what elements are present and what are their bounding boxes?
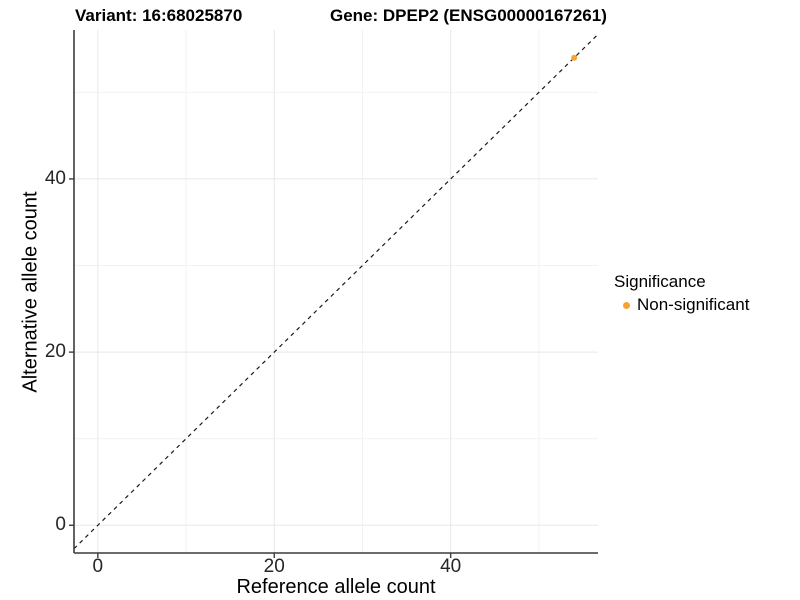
gene-title: Gene: DPEP2 (ENSG00000167261) (330, 6, 607, 25)
legend-key (616, 296, 636, 314)
x-tick-label: 40 (440, 556, 462, 577)
legend-item: Non-significant (614, 295, 749, 315)
x-axis-title: Reference allele count (236, 576, 436, 598)
y-tick-label: 0 (55, 514, 66, 536)
y-tick-label: 20 (44, 341, 66, 363)
y-axis-title: Alternative allele count (19, 191, 42, 393)
variant-title: Variant: 16:68025870 (75, 6, 243, 25)
y-tick-label: 40 (44, 167, 66, 189)
data-point (571, 54, 578, 61)
legend: Significance Non-significant (614, 272, 749, 315)
legend-point-icon (622, 301, 630, 309)
legend-title: Significance (614, 272, 706, 291)
x-tick-label: 20 (263, 556, 285, 577)
identity-dashed-line (73, 33, 599, 550)
x-tick-label: 0 (92, 556, 104, 577)
legend-item-label: Non-significant (637, 295, 750, 314)
